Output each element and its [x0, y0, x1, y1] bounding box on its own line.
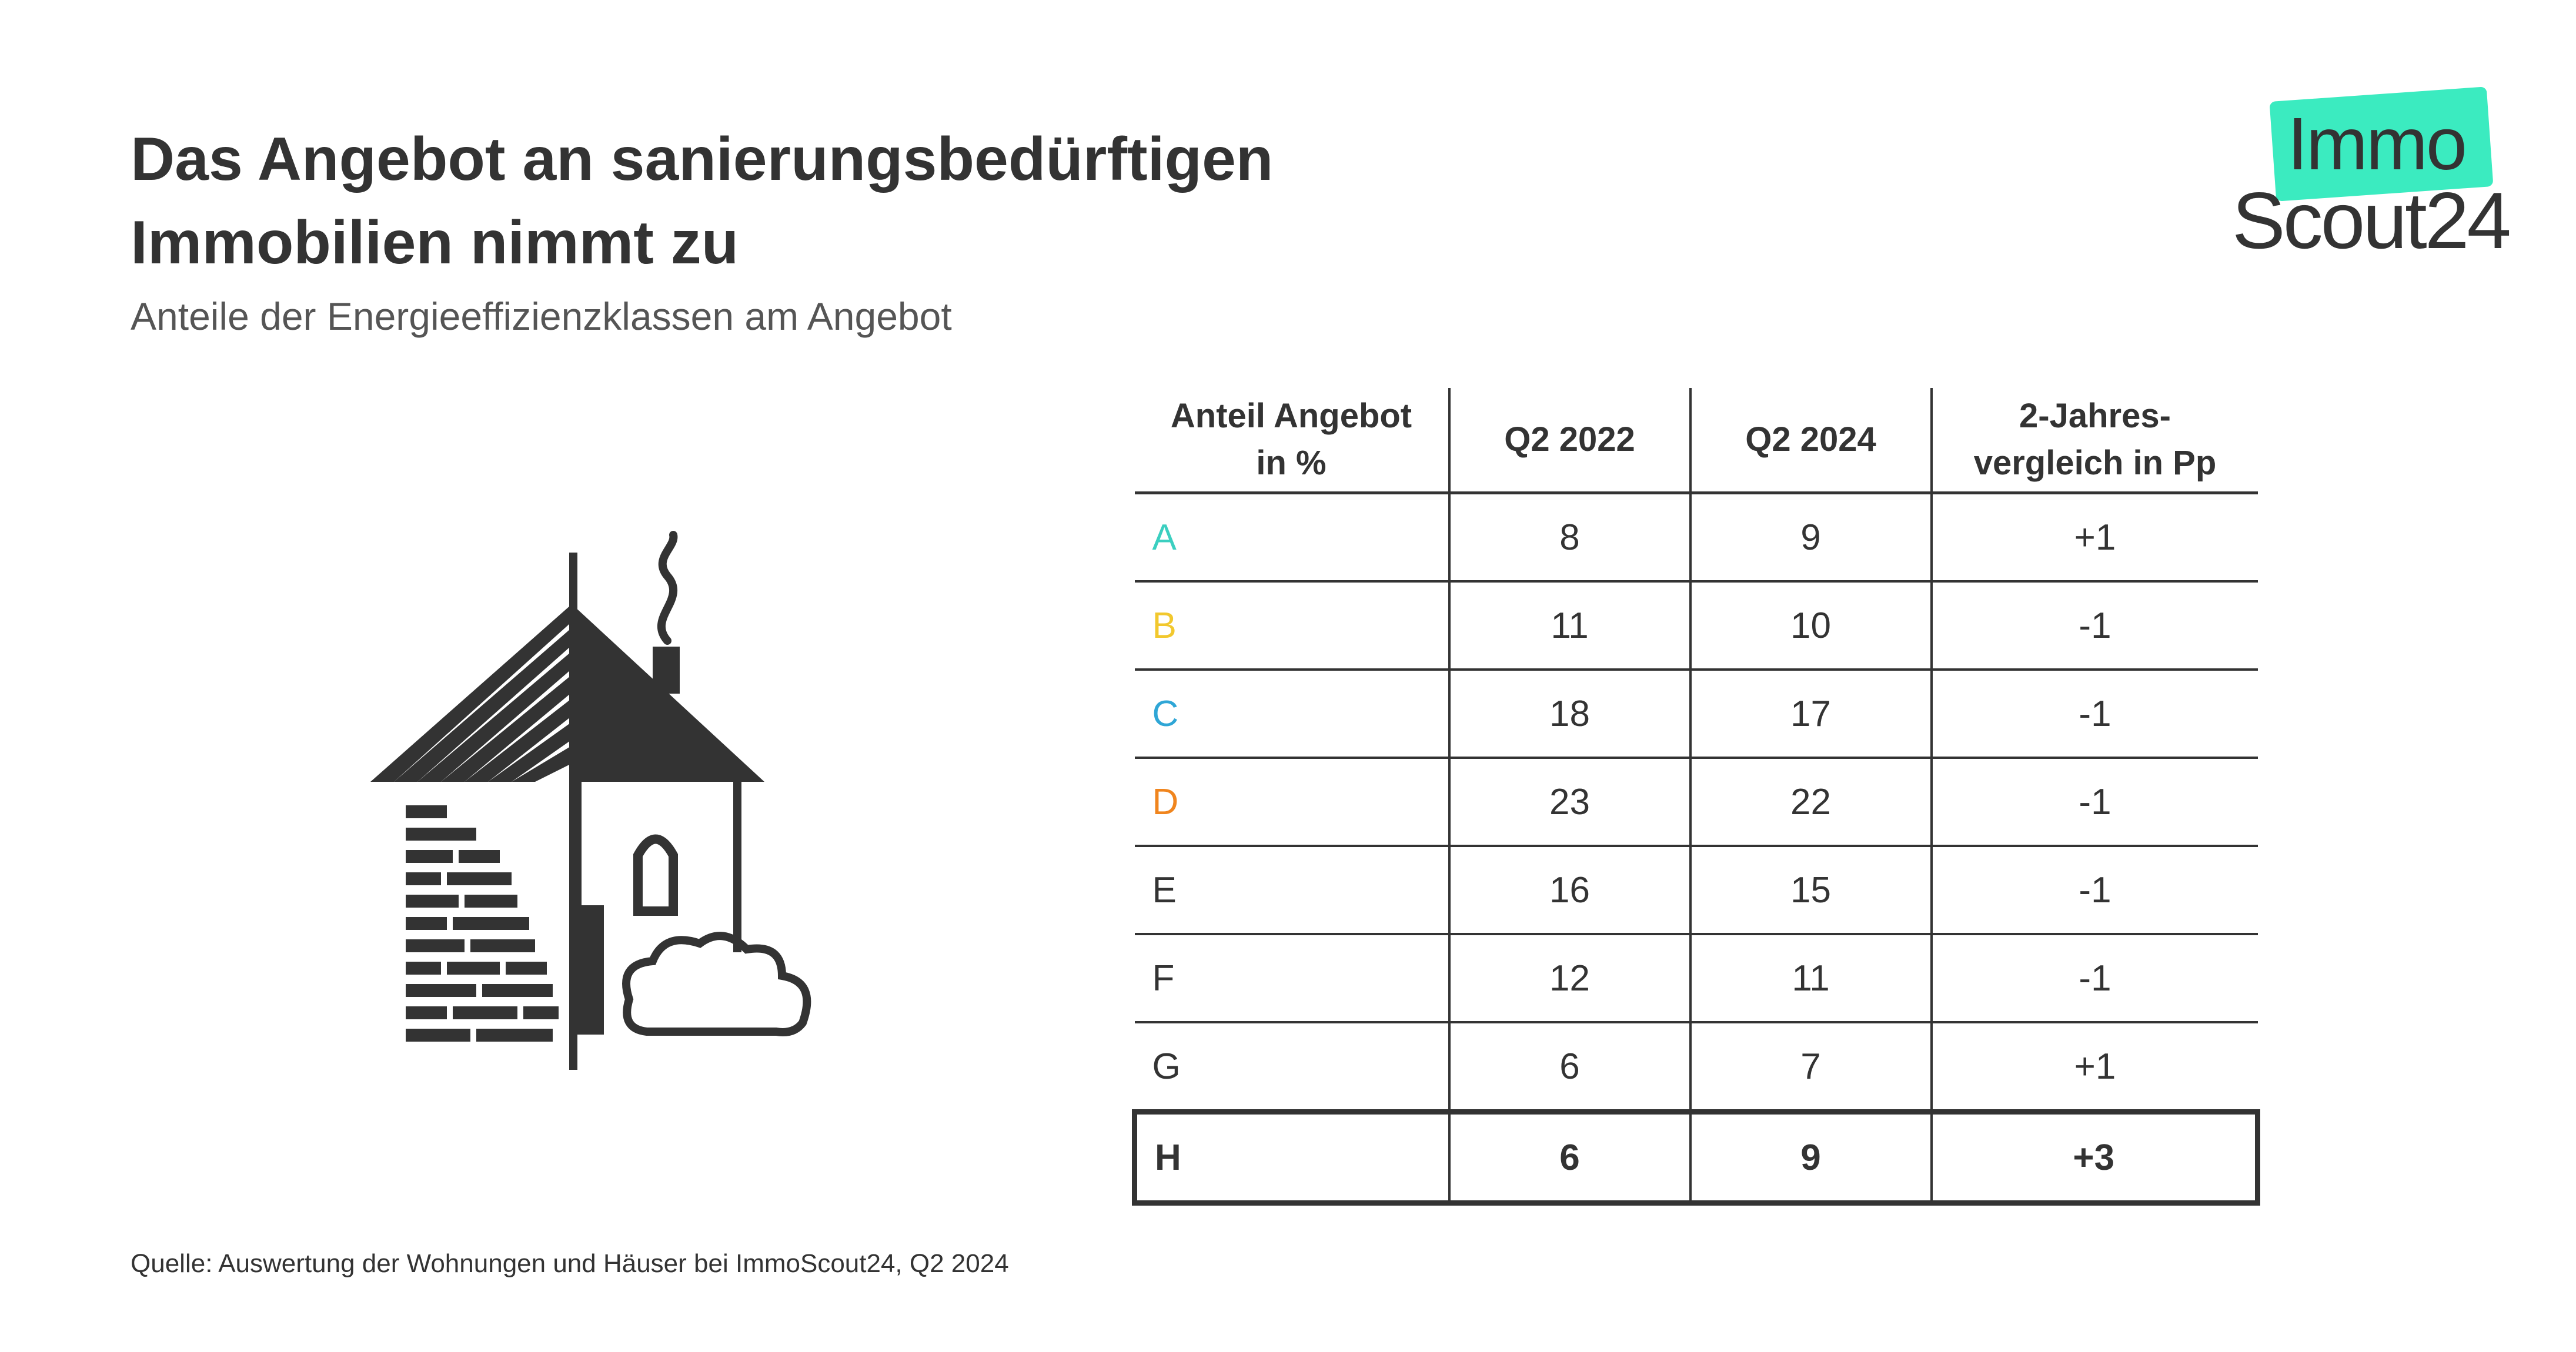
table-header-row: Anteil Angebot in % Q2 2022 Q2 2024 2-Ja… [1134, 388, 2258, 494]
q2-2022-cell: 11 [1448, 581, 1690, 671]
q2-2024-cell: 7 [1689, 1022, 1932, 1113]
q2-2024-cell: 15 [1689, 846, 1932, 935]
energy-class-cell: G [1134, 1022, 1449, 1113]
change-cell: -1 [1930, 670, 2258, 759]
table-row: H 6 9 +3 [1132, 1109, 2260, 1206]
table-row: E 16 15 -1 [1134, 846, 2258, 935]
change-cell: -1 [1930, 846, 2258, 935]
column-header: Anteil Angebot in % [1134, 388, 1449, 494]
table-row: D 23 22 -1 [1134, 758, 2258, 847]
energy-class-cell: F [1134, 934, 1449, 1023]
change-cell: +1 [1930, 1022, 2258, 1113]
table-row: C 18 17 -1 [1134, 670, 2258, 759]
table-row: B 11 10 -1 [1134, 581, 2258, 671]
q2-2024-cell: 17 [1689, 670, 1932, 759]
energy-class-cell: A [1134, 493, 1449, 583]
energy-class-cell: B [1134, 581, 1449, 671]
change-cell: -1 [1930, 758, 2258, 847]
change-cell: -1 [1930, 581, 2258, 671]
column-header: 2-Jahres-vergleich in Pp [1930, 388, 2258, 494]
q2-2022-cell: 8 [1448, 493, 1690, 583]
page-title: Das Angebot an sanierungsbedürftigen Imm… [131, 125, 1274, 277]
table-body: A 8 9 +1 B 11 10 -1 C 18 17 -1 D 23 22 -1 E 16 15 -1 F 12 11 -1… [1132, 493, 2260, 1206]
immoscout24-logo: Immo Scout24 [2223, 82, 2528, 270]
q2-2022-cell: 18 [1448, 670, 1690, 759]
change-cell: +1 [1930, 493, 2258, 583]
logo-text-immo: Immo [2287, 102, 2467, 185]
column-header: Q2 2022 [1448, 388, 1690, 494]
q2-2024-cell: 9 [1689, 1109, 1932, 1206]
page-subtitle: Anteile der Energieeffizienzklassen am A… [131, 295, 952, 338]
q2-2024-cell: 22 [1689, 758, 1932, 847]
q2-2022-cell: 6 [1448, 1022, 1690, 1113]
energy-class-cell: D [1134, 758, 1449, 847]
change-cell: +3 [1930, 1109, 2260, 1206]
q2-2024-cell: 10 [1689, 581, 1932, 671]
logo-text-scout24: Scout24 [2232, 176, 2511, 265]
q2-2024-cell: 9 [1689, 493, 1932, 583]
source-note: Quelle: Auswertung der Wohnungen und Häu… [131, 1249, 1009, 1278]
table-row: A 8 9 +1 [1134, 493, 2258, 583]
q2-2022-cell: 16 [1448, 846, 1690, 935]
column-header: Q2 2024 [1689, 388, 1932, 494]
energy-class-table-wrapper: Anteil Angebot in % Q2 2022 Q2 2024 2-Ja… [1132, 388, 2260, 1206]
q2-2022-cell: 12 [1448, 934, 1690, 1023]
q2-2022-cell: 23 [1448, 758, 1690, 847]
q2-2024-cell: 11 [1689, 934, 1932, 1023]
renovation-house-icon [370, 531, 811, 1070]
energy-class-table: Anteil Angebot in % Q2 2022 Q2 2024 2-Ja… [1132, 388, 2260, 1206]
q2-2022-cell: 6 [1448, 1109, 1690, 1206]
energy-class-cell: H [1132, 1109, 1449, 1206]
table-row: F 12 11 -1 [1134, 934, 2258, 1023]
energy-class-cell: E [1134, 846, 1449, 935]
energy-class-cell: C [1134, 670, 1449, 759]
table-row: G 6 7 +1 [1134, 1022, 2258, 1113]
change-cell: -1 [1930, 934, 2258, 1023]
